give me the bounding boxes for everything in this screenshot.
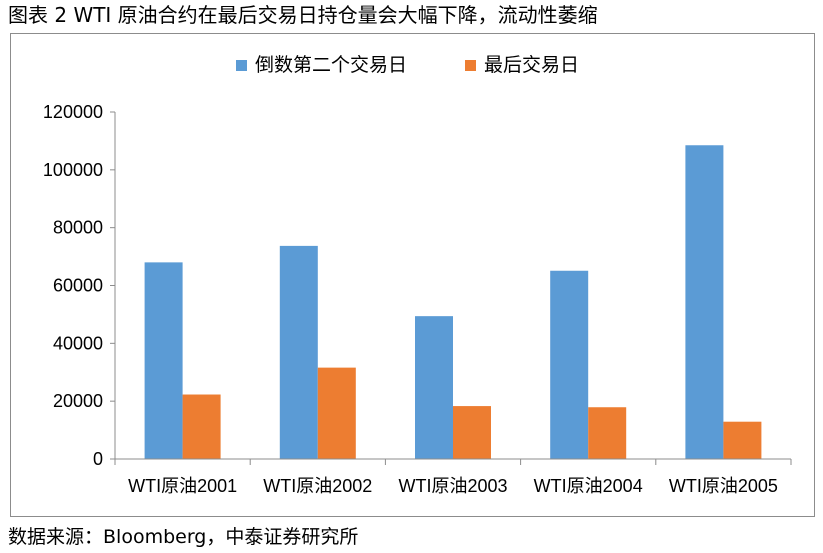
bar-last-day-3 — [453, 406, 491, 459]
bar-second-to-last-day-4 — [550, 270, 589, 459]
x-tick-label: WTI原油2003 — [398, 476, 507, 496]
x-tick-label: WTI原油2004 — [534, 476, 643, 496]
legend-label-1: 倒数第二个交易日 — [255, 54, 407, 76]
x-tick-label: WTI原油2001 — [128, 476, 237, 496]
x-tick-label: WTI原油2005 — [669, 476, 778, 496]
figure-title: 图表 2 WTI 原油合约在最后交易日持仓量会大幅下降，流动性萎缩 — [8, 3, 598, 27]
bar-last-day-2 — [317, 367, 356, 459]
legend-label-2: 最后交易日 — [484, 54, 579, 76]
bar-second-to-last-day-5 — [685, 145, 724, 460]
y-tick-label: 120000 — [43, 102, 103, 122]
bar-last-day-1 — [182, 394, 221, 459]
y-tick-label: 80000 — [53, 218, 103, 238]
x-tick-label: WTI原油2002 — [263, 476, 372, 496]
y-tick-label: 40000 — [53, 333, 103, 353]
bar-second-to-last-day-2 — [279, 245, 318, 459]
y-tick-label: 60000 — [53, 276, 103, 296]
chart-legend: 倒数第二个交易日 最后交易日 — [236, 54, 579, 76]
y-tick-label: 100000 — [43, 160, 103, 180]
y-axis: 0 20000 40000 60000 80000 100000 120000 — [43, 102, 116, 469]
data-source-note: 数据来源：Bloomberg，中泰证券研究所 — [8, 526, 359, 548]
y-tick-label: 0 — [93, 449, 103, 469]
legend-swatch-1 — [236, 60, 247, 71]
bar-second-to-last-day-3 — [415, 316, 453, 459]
bar-last-day-5 — [723, 421, 762, 459]
bar-second-to-last-day-1 — [144, 262, 183, 459]
legend-swatch-2 — [465, 60, 476, 71]
chart-frame: 倒数第二个交易日 最后交易日 0 20000 40000 60000 80000 10000… — [10, 33, 815, 517]
x-axis: WTI原油2001 WTI原油2002 WTI原油2003 WTI原油2004 WTI原… — [114, 458, 792, 496]
y-tick-label: 20000 — [53, 391, 103, 411]
bar-chart: 倒数第二个交易日 最后交易日 0 20000 40000 60000 80000 10000… — [43, 54, 792, 496]
bar-last-day-4 — [588, 407, 627, 459]
bars — [144, 145, 762, 460]
